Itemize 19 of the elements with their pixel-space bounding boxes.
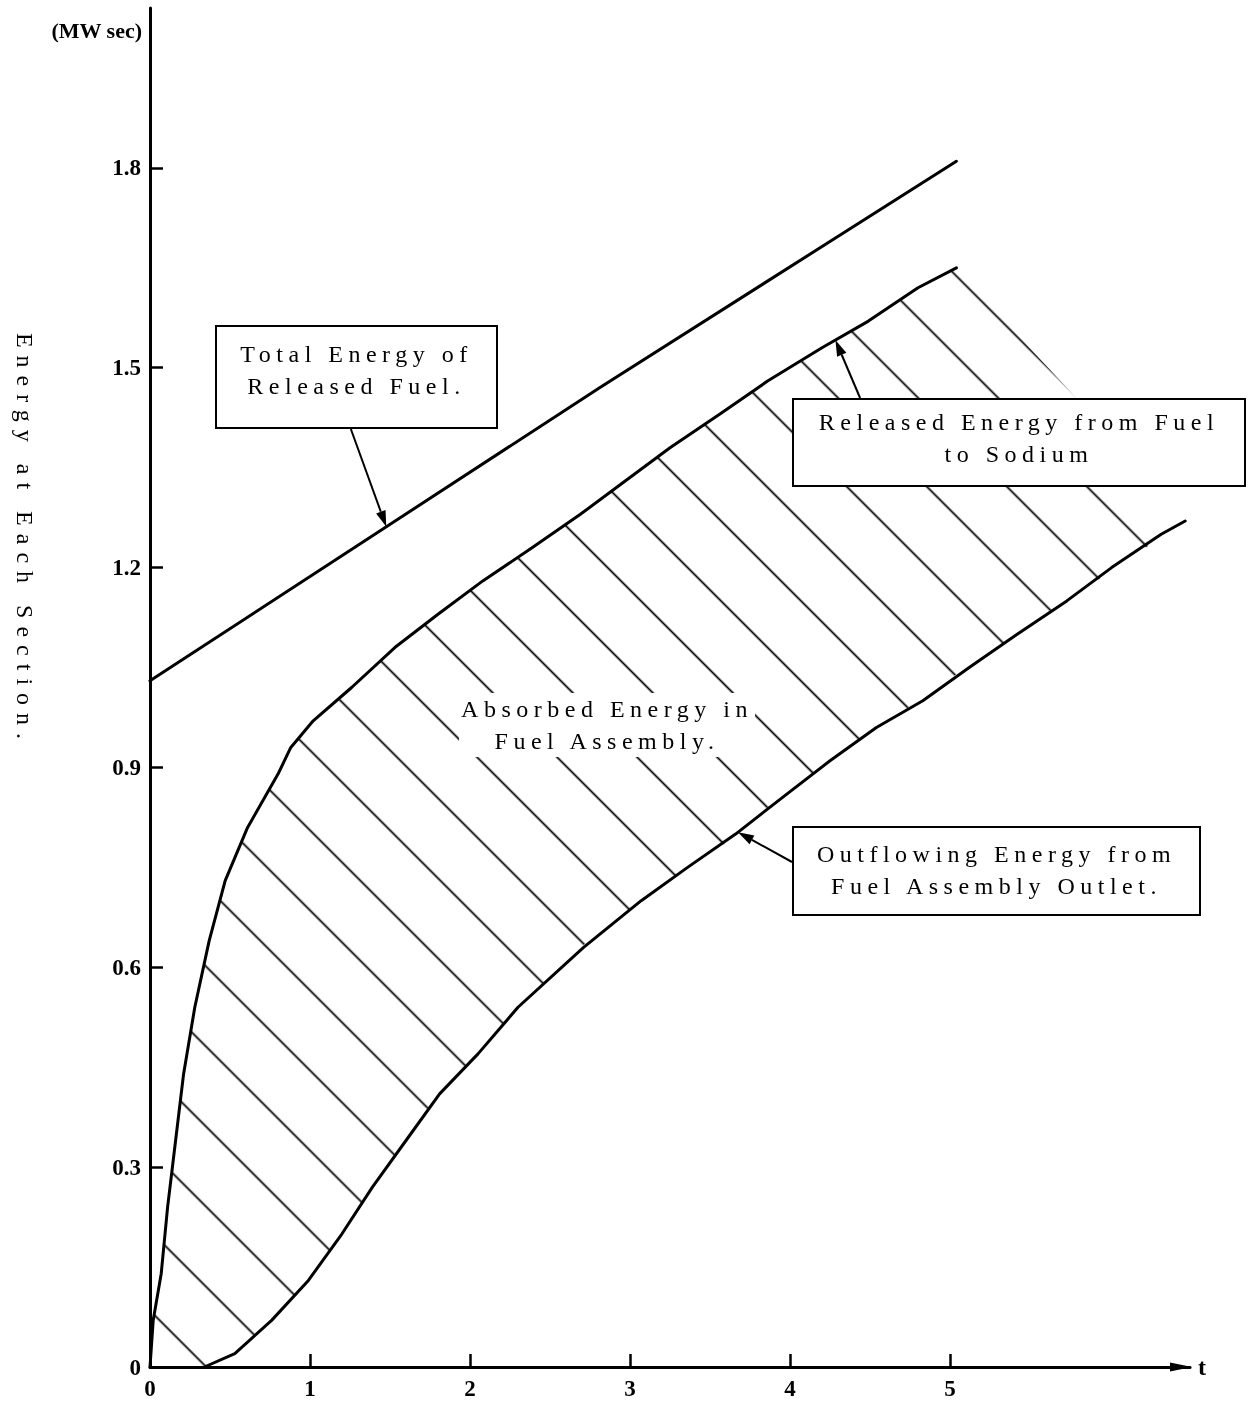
y-tick-label: 0 xyxy=(129,1354,141,1380)
legend-label: Outflowing Energy from Fuel Assembly Outlet. xyxy=(816,840,1177,901)
y-tick-label: 0.9 xyxy=(112,754,141,780)
text: (MW sec) xyxy=(51,18,142,44)
y-axis-title: Energy at Each Section. xyxy=(10,332,38,748)
y-tick-label: 0.3 xyxy=(112,1154,141,1180)
x-tick-label: 3 xyxy=(624,1376,636,1401)
y-tick-label: 1.5 xyxy=(112,355,141,381)
x-tick-label: 2 xyxy=(464,1376,476,1401)
text: Total Energy of Released Fuel. xyxy=(240,340,473,401)
x-tick-label: 4 xyxy=(784,1376,797,1401)
text: Released Energy from Fuel to Sodium xyxy=(818,408,1220,469)
y-tick-label: 0.6 xyxy=(112,954,141,980)
y-tick-label: 1.8 xyxy=(112,155,141,181)
annotation: Absorbed Energy in Fuel Assembly. xyxy=(459,693,755,757)
x-axis-title: t xyxy=(1198,1354,1206,1380)
x-tick-label: 5 xyxy=(944,1376,956,1401)
y-tick-label: 1.2 xyxy=(112,555,141,581)
x-tick-label: 1 xyxy=(304,1376,316,1401)
